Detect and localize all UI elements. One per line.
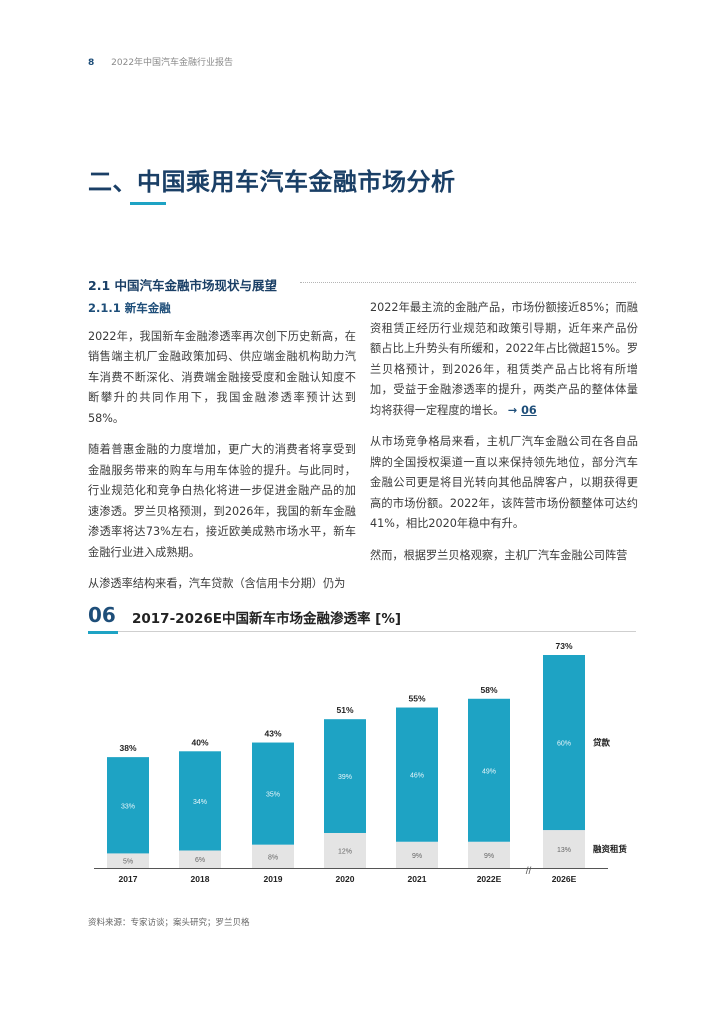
data-label-total: 43% xyxy=(264,729,281,739)
data-label-total: 58% xyxy=(480,685,497,695)
data-label-leasing: 9% xyxy=(484,853,494,860)
axis-break-icon: // xyxy=(526,866,532,877)
x-tick-label: 2026E xyxy=(552,874,577,884)
bar-segment-leasing xyxy=(252,844,294,868)
data-label-total: 51% xyxy=(336,705,353,715)
section-title: 二、中国乘用车汽车金融市场分析 xyxy=(88,168,456,196)
data-label-leasing: 12% xyxy=(338,848,352,855)
data-label-leasing: 6% xyxy=(195,857,205,864)
data-label-leasing: 9% xyxy=(412,853,422,860)
legend-label-loan: 贷款 xyxy=(593,738,611,748)
arrow-right-icon: → xyxy=(507,403,518,417)
data-label-total: 73% xyxy=(555,641,572,651)
bar-segment-loan xyxy=(324,719,366,833)
subsubsection-title: 2.1.1 新车金融 xyxy=(88,301,171,315)
bar-segment-leasing xyxy=(107,853,149,868)
subsection-rule xyxy=(300,282,636,283)
figure-reference-number: 06 xyxy=(521,403,537,417)
section-title-accent xyxy=(130,202,166,205)
running-header: 8 2022年中国汽车金融行业报告 xyxy=(88,55,233,68)
right-column: 2022年最主流的金融产品，市场份额接近85%；而融资租赁正经历行业规范和政策引… xyxy=(370,298,638,577)
bar-segment-loan xyxy=(468,698,510,842)
data-label-loan: 34% xyxy=(193,799,207,806)
data-label-leasing: 5% xyxy=(123,859,133,866)
x-tick-label: 2019 xyxy=(264,874,283,884)
data-label-leasing: 8% xyxy=(268,854,278,861)
paragraph: 2022年，我国新车金融渗透率再次创下历史新高，在销售端主机厂金融政策加码、供应… xyxy=(88,329,356,425)
paragraph: 然而，根据罗兰贝格观察，主机厂汽车金融公司阵营 xyxy=(370,548,628,562)
figure-number: 06 xyxy=(88,603,116,627)
data-label-loan: 49% xyxy=(482,768,496,775)
bar-segment-loan xyxy=(107,757,149,854)
figure-title: 2017-2026E中国新车市场金融渗透率 [%] xyxy=(132,611,402,627)
page-number: 8 xyxy=(88,58,95,68)
paragraph: 随着普惠金融的力度增加，更广大的消费者将享受到金融服务带来的购车与用车体验的提升… xyxy=(88,443,356,559)
data-label-loan: 33% xyxy=(121,803,135,810)
bar-segment-leasing xyxy=(179,850,221,868)
x-tick-label: 2017 xyxy=(119,874,138,884)
x-tick-label: 2020 xyxy=(336,874,355,884)
stacked-bar-chart: 5% 33% 38% 2017 6% 34% 40% 2018 8% 35% 43% 2019 12% 3… xyxy=(94,641,628,884)
figure-rule xyxy=(88,631,636,632)
bar-segment-leasing xyxy=(468,841,510,868)
paragraph: 2022年最主流的金融产品，市场份额接近85%；而融资租赁正经历行业规范和政策引… xyxy=(370,298,638,421)
data-label-leasing: 13% xyxy=(557,847,571,854)
paragraph: 从渗透率结构来看，汽车贷款（含信用卡分期）仍为 xyxy=(88,577,346,590)
data-label-total: 40% xyxy=(191,737,208,747)
bar-segment-loan xyxy=(396,707,438,842)
bar-segment-loan xyxy=(179,751,221,851)
data-label-loan: 60% xyxy=(557,741,571,748)
paragraph-text: 2022年最主流的金融产品，市场份额接近85%；而融资租赁正经历行业规范和政策引… xyxy=(370,301,638,417)
data-label-loan: 46% xyxy=(410,773,424,780)
bar-segment-leasing xyxy=(396,841,438,868)
data-label-loan: 39% xyxy=(338,774,352,781)
bar-segment-loan xyxy=(543,655,585,831)
bar-segment-loan xyxy=(252,742,294,845)
x-tick-label: 2022E xyxy=(477,874,502,884)
running-title: 2022年中国汽车金融行业报告 xyxy=(111,58,234,68)
source-note: 资料来源：专家访谈；案头研究；罗兰贝格 xyxy=(88,918,250,928)
left-column: 2.1.1 新车金融 2022年，我国新车金融渗透率再次创下历史新高，在销售端主… xyxy=(88,298,356,606)
data-label-total: 55% xyxy=(408,694,425,704)
figure-reference-link[interactable]: → 06 xyxy=(508,404,537,417)
x-tick-label: 2021 xyxy=(408,874,427,884)
x-tick-label: 2018 xyxy=(191,874,210,884)
figure-number-accent xyxy=(88,631,118,634)
bar-segment-leasing xyxy=(324,832,366,868)
data-label-loan: 35% xyxy=(266,792,280,799)
bar-segment-leasing xyxy=(543,830,585,868)
data-label-total: 38% xyxy=(119,743,136,753)
paragraph: 从市场竞争格局来看，主机厂汽车金融公司在各自品牌的全国授权渠道一直以来保持领先地… xyxy=(370,435,638,530)
legend-label-leasing: 融资租赁 xyxy=(593,844,628,854)
subsection-title: 2.1 中国汽车金融市场现状与展望 xyxy=(88,278,277,293)
